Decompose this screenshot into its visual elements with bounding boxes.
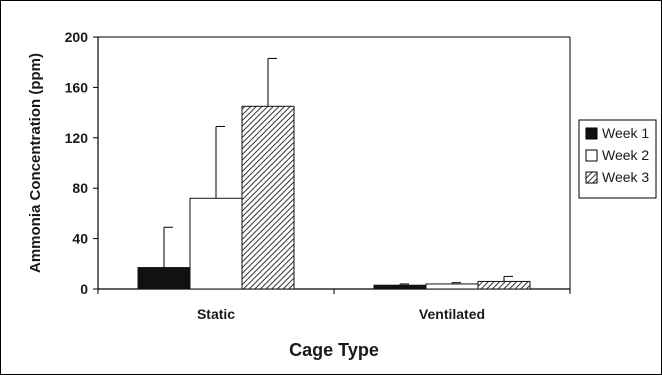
x-tick-label: Static <box>197 306 235 322</box>
bar <box>137 267 191 290</box>
y-tick-label: 40 <box>72 231 88 247</box>
legend-label: Week 1 <box>602 125 649 141</box>
bar <box>425 283 479 290</box>
legend-swatch <box>585 149 598 162</box>
legend: Week 1 Week 2 Week 3 <box>578 119 657 199</box>
y-tick-label: 120 <box>65 130 89 146</box>
y-tick-label: 0 <box>80 281 88 297</box>
bar <box>477 280 531 290</box>
legend-label: Week 3 <box>602 169 649 185</box>
legend-label: Week 2 <box>602 147 649 163</box>
y-tick-label: 160 <box>65 79 89 95</box>
legend-swatch <box>585 171 598 184</box>
y-tick-label: 200 <box>65 29 89 45</box>
y-tick-label: 80 <box>72 180 88 196</box>
bar <box>373 284 427 290</box>
y-axis-title: Ammonia Concentration (ppm) <box>27 53 44 273</box>
x-axis-title: Cage Type <box>289 340 379 360</box>
bar <box>189 197 243 290</box>
legend-swatch <box>585 127 598 140</box>
bars <box>137 57 531 290</box>
x-tick-label: Ventilated <box>419 306 485 322</box>
bar <box>241 105 295 290</box>
axes: 0 40 80 120 160 200 Static Ventilated <box>65 29 571 322</box>
